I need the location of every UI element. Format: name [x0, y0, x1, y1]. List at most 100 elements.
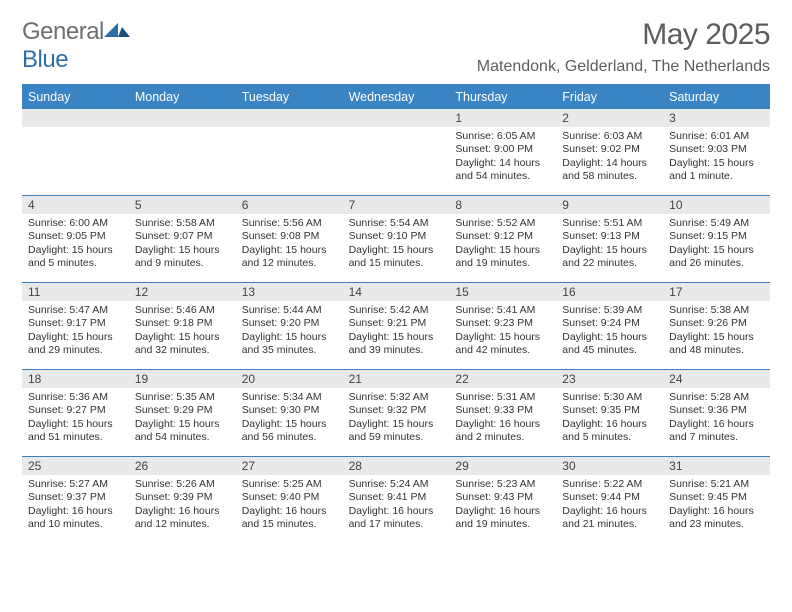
day-number: 8 — [449, 196, 556, 214]
day-line: Sunrise: 5:32 AM — [349, 391, 444, 404]
day-line: Sunrise: 5:25 AM — [242, 478, 337, 491]
day-line: Sunrise: 5:39 AM — [562, 304, 657, 317]
day-line: and 29 minutes. — [28, 344, 123, 357]
day-line: and 12 minutes. — [135, 518, 230, 531]
day-line: Sunset: 9:07 PM — [135, 230, 230, 243]
day-line: Daylight: 16 hours — [669, 505, 764, 518]
day-line: Daylight: 16 hours — [455, 418, 550, 431]
day-number: 9 — [556, 196, 663, 214]
day-line: Daylight: 15 hours — [242, 418, 337, 431]
day-line: Sunset: 9:26 PM — [669, 317, 764, 330]
day-line: and 19 minutes. — [455, 518, 550, 531]
day-line: Sunrise: 5:26 AM — [135, 478, 230, 491]
day-line: Sunrise: 5:36 AM — [28, 391, 123, 404]
day-content: Sunrise: 5:47 AMSunset: 9:17 PMDaylight:… — [22, 301, 129, 358]
day-line: Sunrise: 6:00 AM — [28, 217, 123, 230]
day-line: Sunset: 9:13 PM — [562, 230, 657, 243]
day-line: and 5 minutes. — [562, 431, 657, 444]
day-number: 2 — [556, 109, 663, 127]
day-line: and 26 minutes. — [669, 257, 764, 270]
day-number: 17 — [663, 283, 770, 301]
day-line: Sunrise: 5:46 AM — [135, 304, 230, 317]
week-row: 25Sunrise: 5:27 AMSunset: 9:37 PMDayligh… — [22, 456, 770, 543]
day-line: Daylight: 16 hours — [455, 505, 550, 518]
day-number: 1 — [449, 109, 556, 127]
day-cell: 9Sunrise: 5:51 AMSunset: 9:13 PMDaylight… — [556, 196, 663, 282]
day-cell — [22, 109, 129, 195]
day-line: and 2 minutes. — [455, 431, 550, 444]
day-cell: 28Sunrise: 5:24 AMSunset: 9:41 PMDayligh… — [343, 457, 450, 543]
day-line: Daylight: 15 hours — [242, 331, 337, 344]
day-number: 18 — [22, 370, 129, 388]
day-number: 21 — [343, 370, 450, 388]
day-content: Sunrise: 5:21 AMSunset: 9:45 PMDaylight:… — [663, 475, 770, 532]
day-line: Sunrise: 5:22 AM — [562, 478, 657, 491]
day-content: Sunrise: 5:35 AMSunset: 9:29 PMDaylight:… — [129, 388, 236, 445]
day-number: 4 — [22, 196, 129, 214]
day-line: and 10 minutes. — [28, 518, 123, 531]
day-line: Daylight: 16 hours — [242, 505, 337, 518]
day-line: Sunrise: 5:56 AM — [242, 217, 337, 230]
day-cell: 13Sunrise: 5:44 AMSunset: 9:20 PMDayligh… — [236, 283, 343, 369]
day-line: Sunset: 9:17 PM — [28, 317, 123, 330]
day-line: Sunset: 9:20 PM — [242, 317, 337, 330]
day-line: Sunset: 9:27 PM — [28, 404, 123, 417]
day-cell — [236, 109, 343, 195]
day-number: 16 — [556, 283, 663, 301]
day-cell: 17Sunrise: 5:38 AMSunset: 9:26 PMDayligh… — [663, 283, 770, 369]
day-content: Sunrise: 5:34 AMSunset: 9:30 PMDaylight:… — [236, 388, 343, 445]
logo-text: GeneralBlue — [22, 18, 130, 74]
day-line: Sunrise: 5:44 AM — [242, 304, 337, 317]
day-cell: 4Sunrise: 6:00 AMSunset: 9:05 PMDaylight… — [22, 196, 129, 282]
day-number: 15 — [449, 283, 556, 301]
day-number: 20 — [236, 370, 343, 388]
day-cell: 6Sunrise: 5:56 AMSunset: 9:08 PMDaylight… — [236, 196, 343, 282]
day-number: 31 — [663, 457, 770, 475]
day-line: Sunrise: 5:51 AM — [562, 217, 657, 230]
day-cell: 29Sunrise: 5:23 AMSunset: 9:43 PMDayligh… — [449, 457, 556, 543]
day-cell — [129, 109, 236, 195]
header: GeneralBlue May 2025 Matendonk, Gelderla… — [22, 18, 770, 76]
day-content: Sunrise: 5:46 AMSunset: 9:18 PMDaylight:… — [129, 301, 236, 358]
day-line: Sunset: 9:35 PM — [562, 404, 657, 417]
day-line: Sunset: 9:24 PM — [562, 317, 657, 330]
day-content: Sunrise: 5:23 AMSunset: 9:43 PMDaylight:… — [449, 475, 556, 532]
day-number: 28 — [343, 457, 450, 475]
day-cell: 12Sunrise: 5:46 AMSunset: 9:18 PMDayligh… — [129, 283, 236, 369]
day-content: Sunrise: 5:51 AMSunset: 9:13 PMDaylight:… — [556, 214, 663, 271]
logo-mark-icon — [104, 19, 130, 39]
day-cell: 2Sunrise: 6:03 AMSunset: 9:02 PMDaylight… — [556, 109, 663, 195]
day-line: Sunrise: 6:01 AM — [669, 130, 764, 143]
day-line: and 15 minutes. — [349, 257, 444, 270]
day-content: Sunrise: 5:58 AMSunset: 9:07 PMDaylight:… — [129, 214, 236, 271]
day-line: Daylight: 15 hours — [562, 331, 657, 344]
day-content: Sunrise: 5:32 AMSunset: 9:32 PMDaylight:… — [343, 388, 450, 445]
day-line: and 21 minutes. — [562, 518, 657, 531]
day-number: 29 — [449, 457, 556, 475]
day-line: Sunset: 9:33 PM — [455, 404, 550, 417]
day-content: Sunrise: 5:39 AMSunset: 9:24 PMDaylight:… — [556, 301, 663, 358]
day-content: Sunrise: 6:01 AMSunset: 9:03 PMDaylight:… — [663, 127, 770, 184]
day-line: and 19 minutes. — [455, 257, 550, 270]
day-line: Sunrise: 5:30 AM — [562, 391, 657, 404]
day-line: and 58 minutes. — [562, 170, 657, 183]
day-number — [129, 109, 236, 127]
day-content: Sunrise: 6:00 AMSunset: 9:05 PMDaylight:… — [22, 214, 129, 271]
day-line: Daylight: 15 hours — [242, 244, 337, 257]
day-content: Sunrise: 5:49 AMSunset: 9:15 PMDaylight:… — [663, 214, 770, 271]
day-cell: 22Sunrise: 5:31 AMSunset: 9:33 PMDayligh… — [449, 370, 556, 456]
day-content: Sunrise: 6:03 AMSunset: 9:02 PMDaylight:… — [556, 127, 663, 184]
day-line: and 54 minutes. — [455, 170, 550, 183]
day-line: Sunset: 9:05 PM — [28, 230, 123, 243]
day-line: Daylight: 15 hours — [669, 331, 764, 344]
day-line: Daylight: 15 hours — [28, 244, 123, 257]
day-line: Sunrise: 5:41 AM — [455, 304, 550, 317]
day-line: Sunrise: 6:03 AM — [562, 130, 657, 143]
day-line: and 17 minutes. — [349, 518, 444, 531]
day-line: Daylight: 15 hours — [349, 331, 444, 344]
day-cell: 18Sunrise: 5:36 AMSunset: 9:27 PMDayligh… — [22, 370, 129, 456]
day-line: Daylight: 16 hours — [562, 505, 657, 518]
day-content: Sunrise: 5:56 AMSunset: 9:08 PMDaylight:… — [236, 214, 343, 271]
day-line: Sunrise: 5:21 AM — [669, 478, 764, 491]
day-cell: 11Sunrise: 5:47 AMSunset: 9:17 PMDayligh… — [22, 283, 129, 369]
